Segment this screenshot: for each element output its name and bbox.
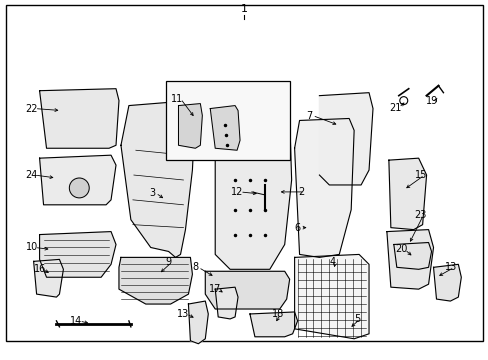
Text: 5: 5 [353,314,360,324]
Polygon shape [388,158,426,230]
Text: 18: 18 [271,309,284,319]
Text: 15: 15 [415,170,427,180]
Polygon shape [119,257,192,304]
Text: 6: 6 [294,222,300,233]
Text: 13: 13 [177,309,189,319]
Polygon shape [40,155,116,205]
Polygon shape [210,105,240,150]
Text: 12: 12 [230,187,243,197]
Polygon shape [40,89,119,148]
Polygon shape [433,264,460,301]
Text: 20: 20 [395,244,407,255]
Polygon shape [294,255,368,339]
Text: 2: 2 [298,187,304,197]
Text: 8: 8 [192,262,198,272]
Text: 19: 19 [426,96,438,105]
Text: 16: 16 [33,264,45,274]
Text: 21: 21 [389,103,401,113]
Text: 14: 14 [70,316,82,326]
Circle shape [69,178,89,198]
Text: 24: 24 [25,170,38,180]
Polygon shape [215,109,291,269]
Polygon shape [121,100,195,257]
Polygon shape [386,230,433,289]
Polygon shape [319,93,372,185]
Text: 22: 22 [25,104,38,113]
Text: 7: 7 [306,111,312,121]
Text: 1: 1 [241,4,247,14]
Text: 17: 17 [208,284,221,294]
Polygon shape [249,312,297,337]
Polygon shape [34,260,63,297]
Polygon shape [40,231,116,277]
Polygon shape [205,271,289,309]
Polygon shape [294,118,353,257]
Polygon shape [393,243,431,269]
Text: 11: 11 [171,94,183,104]
Text: 23: 23 [414,210,426,220]
Polygon shape [188,301,208,344]
Text: 13: 13 [445,262,457,272]
Text: 3: 3 [149,188,156,198]
Text: 9: 9 [165,257,171,267]
Bar [165,81,289,160]
Text: 10: 10 [25,243,38,252]
Polygon shape [178,104,202,148]
Text: 4: 4 [328,257,335,267]
Polygon shape [215,287,238,319]
